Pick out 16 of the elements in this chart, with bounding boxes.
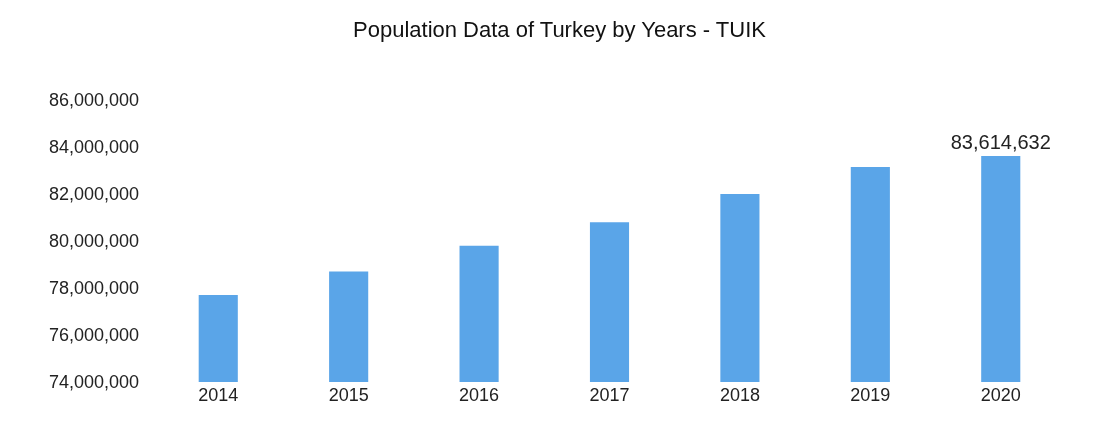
x-tick-label: 2015 bbox=[328, 385, 369, 405]
data-label: 83,614,632 bbox=[950, 131, 1051, 154]
y-tick-label: 86,000,000 bbox=[48, 90, 139, 111]
x-tick-label: 2018 bbox=[719, 385, 760, 405]
y-tick-label: 78,000,000 bbox=[48, 278, 139, 299]
chart-title: Population Data of Turkey by Years - TUIK bbox=[353, 17, 767, 42]
x-tick-label: 2020 bbox=[980, 385, 1021, 405]
x-tick-label: 2016 bbox=[459, 385, 500, 405]
x-tick-label: 2014 bbox=[198, 385, 239, 405]
y-tick-label: 82,000,000 bbox=[48, 184, 139, 205]
x-tick-label: 2017 bbox=[589, 385, 630, 405]
y-tick-label: 76,000,000 bbox=[48, 325, 139, 346]
x-tick-label: 2019 bbox=[850, 385, 891, 405]
y-tick-label: 80,000,000 bbox=[48, 231, 139, 252]
y-tick-label: 74,000,000 bbox=[48, 372, 139, 393]
y-tick-label: 84,000,000 bbox=[48, 137, 139, 158]
